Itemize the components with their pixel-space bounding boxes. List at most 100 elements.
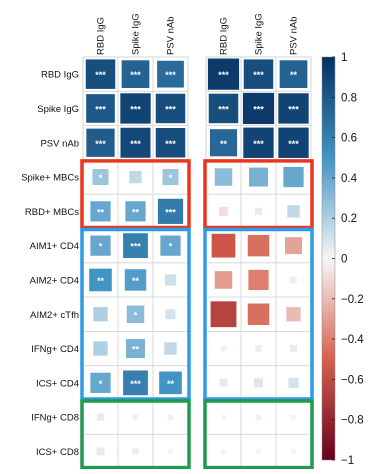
row-label: ICS+ CD4 [36,378,79,389]
correlation-square [124,269,147,291]
row-label: PSV nAb [40,138,79,149]
correlation-square [132,414,139,420]
row-label: AIM1+ CD4 [30,241,79,252]
correlation-square [86,128,115,157]
correlation-square [287,205,300,218]
correlation-square [248,269,269,291]
significance-label: *** [130,104,141,114]
significance-label: *** [288,139,299,149]
correlation-square [168,449,173,454]
column-label: Spike IgG [131,13,142,55]
correlation-square [255,345,262,352]
correlation-square [92,169,109,186]
correlation-square [157,60,184,88]
correlation-square [85,59,116,89]
significance-label: *** [95,70,106,80]
correlation-square [123,233,148,259]
correlation-square [157,198,184,224]
colorbar-tick-label: 0.4 [341,173,358,185]
column-label: PSV nAb [289,16,300,55]
correlation-square [90,201,111,222]
correlation-square [278,93,309,124]
correlation-square [289,344,298,353]
correlation-square [120,127,151,158]
significance-label: ** [290,70,298,80]
colorbar-tick-label: −0.2 [341,294,364,306]
correlation-square [255,414,262,420]
correlation-square [285,237,302,255]
correlation-square [123,370,148,396]
correlation-square [279,60,308,89]
row-label: AIM2+ cTfh [30,310,79,321]
significance-label: *** [95,139,106,149]
correlation-square [155,93,186,124]
correlation-square [278,127,309,158]
row-label: RBD+ MBCs [25,207,79,218]
column-label: Spike IgG [254,13,265,55]
correlation-square [247,303,270,325]
correlation-square [211,233,236,258]
highlight-box [80,227,191,401]
colorbar-tick-label: 0 [341,254,347,266]
correlation-square [256,449,261,454]
correlation-square [96,447,105,456]
highlight-box [80,399,191,470]
significance-label: *** [218,104,229,114]
significance-label: * [169,173,173,183]
correlation-square [121,60,150,89]
significance-label: *** [130,379,141,389]
significance-label: * [99,242,103,252]
significance-label: *** [130,70,141,80]
significance-label: *** [165,70,176,80]
correlation-square [291,414,296,420]
colorbar-tick-label: 0.8 [341,92,357,104]
correlation-square [242,92,275,125]
correlation-square [126,305,145,324]
significance-label: * [99,379,103,389]
significance-label: *** [253,139,264,149]
correlation-square [247,234,270,257]
correlation-square [219,378,228,387]
significance-label: *** [165,104,176,114]
correlation-square [249,167,268,187]
significance-label: *** [130,139,141,149]
significance-label: ** [132,276,140,286]
significance-label: *** [165,207,176,217]
significance-label: *** [130,242,141,252]
correlation-square [155,127,186,158]
correlation-square [243,127,274,158]
correlation-square [164,274,177,286]
correlation-square [90,235,111,256]
correlation-square [221,449,226,454]
significance-label: *** [95,104,106,114]
row-label: Spike+ MBCs [21,173,79,184]
row-label: ICS+ CD8 [36,447,79,458]
correlation-square [164,342,177,355]
correlation-square [283,166,304,188]
correlation-square [288,377,299,388]
significance-label: *** [165,139,176,149]
correlation-square [96,413,105,421]
colorbar-tick-label: −0.8 [341,415,364,427]
colorbar-tick-label: −1 [341,455,354,467]
correlation-square [290,276,297,284]
row-label: Spike IgG [37,104,79,115]
significance-label: *** [218,70,229,80]
significance-label: * [99,173,103,183]
row-label: IFNg+ CD4 [31,344,79,355]
column-label: RBD IgG [219,17,230,55]
correlation-square [120,93,151,124]
correlation-square [165,309,176,320]
significance-label: ** [97,276,105,286]
correlation-square [210,301,237,328]
highlight-box [203,399,314,470]
correlation-square [89,268,112,292]
significance-label: * [134,310,138,320]
colorbar-tick-label: 0.6 [341,133,357,145]
correlation-square [291,449,296,454]
significance-label: ** [132,207,140,217]
highlight-box [80,159,191,230]
correlation-square [86,94,115,123]
correlation-square [126,339,145,359]
